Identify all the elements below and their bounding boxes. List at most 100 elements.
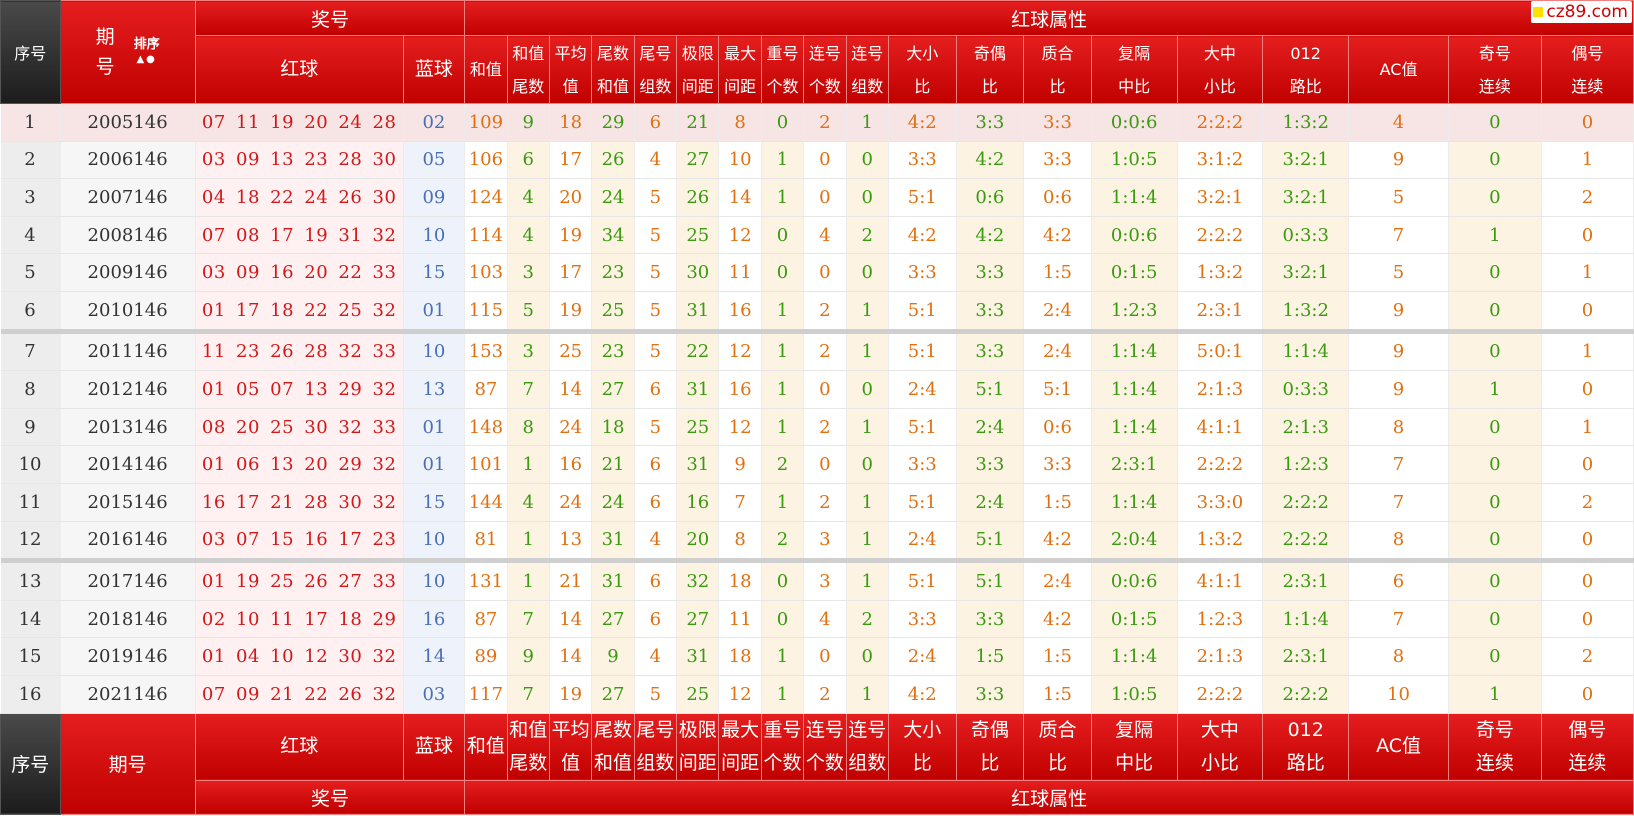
- table-row[interactable]: 7 2011146 11 23 26 28 32 33 10 153 3 25 23 5 22 12…: [0, 328, 1634, 372]
- table-row[interactable]: 10 2014146 01 06 13 20 29 32 01 101 1 16 21 6 31 9…: [0, 445, 1634, 484]
- footer-col-sublabel: 比: [912, 751, 932, 774]
- table-row[interactable]: 4 2008146 07 08 17 19 31 32 10 114 4 19 34 5 25 12…: [0, 216, 1634, 255]
- attr-cell: 4:2: [1023, 521, 1092, 562]
- attr-cell: 106: [464, 141, 508, 180]
- table-body: 1 2005146 07 11 19 20 24 28 02 109 9 18 29 6 21 8 0…: [0, 103, 1634, 714]
- table-row[interactable]: 9 2013146 08 20 25 30 32 33 01 148 8 24 18 5 25 12…: [0, 408, 1634, 447]
- table-row[interactable]: 13 2017146 01 19 25 26 27 33 10 131 1 21 31 6 32 1…: [0, 558, 1634, 601]
- attr-cell: 8: [1348, 521, 1449, 562]
- attr-cell: 20: [549, 178, 593, 217]
- attr-cell: 81: [464, 521, 508, 562]
- attr-cell: 5:1: [888, 291, 957, 332]
- attr-cell: 14: [549, 600, 593, 639]
- table-footer: 序号 期号 红球 蓝球 和值 和值 尾数 平均值尾数 和值 尾号 组数 极限 间距 最大 间距 重号个…: [0, 712, 1634, 815]
- footer-col-label: 重号: [763, 718, 802, 741]
- attr-cell: 5: [634, 291, 678, 332]
- footer-col-2: 平均值: [548, 712, 593, 781]
- table-row[interactable]: 14 2018146 02 10 11 17 18 29 16 87 7 14 27 6 27 11…: [0, 600, 1634, 639]
- seq-cell: 16: [0, 675, 61, 714]
- footer-col-13: 复隔 中比: [1090, 712, 1178, 781]
- red-balls-cell: 02 10 11 17 18 29: [195, 600, 404, 639]
- table-row[interactable]: 1 2005146 07 11 19 20 24 28 02 109 9 18 29 6 21 8 0…: [0, 103, 1634, 142]
- table-row[interactable]: 6 2010146 01 17 18 22 25 32 01 115 5 19 25 5 31 16…: [0, 291, 1634, 332]
- sort-button[interactable]: 排序 ▲●: [134, 37, 160, 67]
- table-row[interactable]: 3 2007146 04 18 22 24 26 30 09 124 4 20 24 5 26 14…: [0, 178, 1634, 217]
- attr-cell: 2:4: [888, 521, 957, 562]
- table-row[interactable]: 11 2015146 16 17 21 28 30 32 15 144 4 24 24 6 16 7…: [0, 483, 1634, 522]
- attr-cell: 1: [846, 103, 889, 142]
- red-balls-cell: 03 07 15 16 17 23: [195, 521, 404, 562]
- attr-cell: 5: [634, 408, 678, 447]
- attr-cell: 3:3: [956, 445, 1025, 484]
- attr-cell: 21: [549, 558, 593, 601]
- footer-col-sublabel: 比: [1047, 751, 1067, 774]
- seq-cell: 4: [0, 216, 61, 255]
- footer-col-label: 复隔: [1115, 718, 1154, 741]
- attr-cell: 2:0:4: [1091, 521, 1178, 562]
- attr-cell: 10: [1348, 675, 1449, 714]
- footer-col-7: 重号 个数: [760, 712, 805, 781]
- footer-col-label: 极限: [678, 718, 717, 741]
- attr-cell: 0:3:3: [1262, 216, 1350, 255]
- attr-cell: 3:3: [956, 291, 1025, 332]
- header-col-sublabel: 间距: [681, 76, 714, 96]
- table-row[interactable]: 16 2021146 07 09 21 22 26 32 03 117 7 19 27 5 25 1…: [0, 675, 1634, 714]
- footer-col-sublabel: 间距: [721, 751, 760, 774]
- footer-col-label: 连号: [848, 718, 887, 741]
- header-issue[interactable]: 期号 排序 ▲●: [59, 0, 196, 104]
- attr-cell: 1:2:3: [1262, 445, 1350, 484]
- header-issue-bottom: 号: [95, 56, 115, 78]
- attr-cell: 5:1: [888, 178, 957, 217]
- footer-col-sublabel: 中比: [1115, 751, 1154, 774]
- attr-cell: 117: [464, 675, 508, 714]
- attr-cell: 0:1:5: [1091, 253, 1178, 292]
- attr-cell: 5: [634, 675, 678, 714]
- table-row[interactable]: 5 2009146 03 09 16 20 22 33 15 103 3 17 23 5 30 11…: [0, 253, 1634, 292]
- blue-ball-cell: 15: [403, 483, 466, 522]
- header-col-sublabel: 值: [562, 76, 579, 96]
- attr-cell: 0: [1541, 558, 1634, 601]
- attr-cell: 18: [591, 408, 635, 447]
- attr-cell: 6: [634, 445, 678, 484]
- footer-col-label: 质合: [1038, 718, 1077, 741]
- attr-cell: 0:3:3: [1262, 370, 1350, 409]
- table-row[interactable]: 15 2019146 01 04 10 12 30 32 14 89 9 14 9 4 31 18 1…: [0, 637, 1634, 676]
- attr-cell: 6: [634, 600, 678, 639]
- attr-cell: 7: [507, 600, 550, 639]
- header-col-label: AC值: [1379, 60, 1418, 79]
- attr-cell: 11: [718, 600, 762, 639]
- attr-cell: 2:2:2: [1177, 445, 1264, 484]
- attr-cell: 14: [718, 178, 762, 217]
- issue-cell: 2009146: [60, 253, 196, 292]
- footer-col-sublabel: 个数: [805, 751, 844, 774]
- table-row[interactable]: 8 2012146 01 05 07 13 29 32 13 87 7 14 27 6 31 16 1…: [0, 370, 1634, 409]
- attr-cell: 0: [1448, 521, 1542, 562]
- red-balls-cell: 01 06 13 20 29 32: [195, 445, 404, 484]
- attr-cell: 1:1:4: [1262, 328, 1350, 372]
- table-row[interactable]: 2 2006146 03 09 13 23 28 30 05 106 6 17 26 4 27 10…: [0, 141, 1634, 180]
- attr-cell: 2: [1541, 637, 1634, 676]
- red-balls-cell: 16 17 21 28 30 32: [195, 483, 404, 522]
- footer-col-label: 尾号: [636, 718, 675, 741]
- attr-cell: 0: [1541, 291, 1634, 332]
- attr-cell: 0: [1448, 141, 1542, 180]
- attr-cell: 2: [761, 445, 805, 484]
- footer-col-sublabel: 间距: [678, 751, 717, 774]
- attr-cell: 9: [1348, 291, 1449, 332]
- table-row[interactable]: 12 2016146 03 07 15 16 17 23 10 81 1 13 31 4 20 8 2…: [0, 521, 1634, 562]
- header-col-sublabel: 组数: [851, 76, 884, 96]
- issue-cell: 2012146: [60, 370, 196, 409]
- attr-cell: 27: [591, 600, 635, 639]
- site-logo[interactable]: cz89.com: [1531, 1, 1632, 23]
- attr-cell: 4:2: [1023, 216, 1092, 255]
- attr-cell: 5:1: [888, 483, 957, 522]
- attr-cell: 4:2: [888, 103, 957, 142]
- attr-cell: 24: [549, 483, 593, 522]
- attr-cell: 2: [1541, 178, 1634, 217]
- attr-cell: 21: [676, 103, 720, 142]
- attr-cell: 1: [846, 675, 889, 714]
- footer-col-sublabel: 连续: [1568, 751, 1607, 774]
- header-col-sublabel: 组数: [639, 76, 672, 96]
- attr-cell: 16: [718, 370, 762, 409]
- attr-cell: 6: [634, 370, 678, 409]
